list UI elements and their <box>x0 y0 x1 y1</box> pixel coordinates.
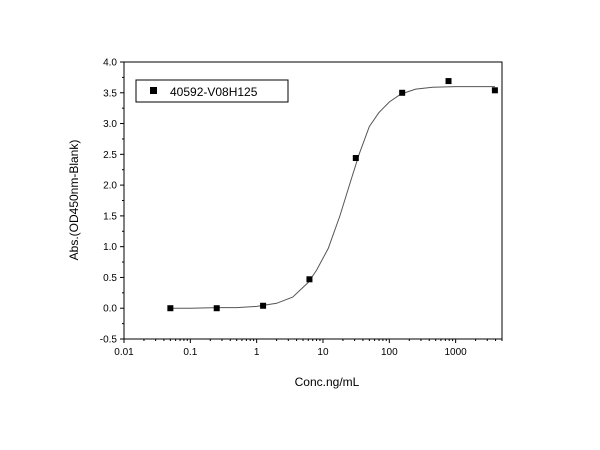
y-tick-label: 1.0 <box>103 242 117 253</box>
y-tick-label: 4.0 <box>103 58 117 69</box>
x-tick-label: 100 <box>381 347 398 358</box>
y-tick-label: 0.5 <box>103 273 117 284</box>
plot-frame <box>123 61 503 340</box>
y-tick-label: 2.0 <box>103 181 117 192</box>
data-point <box>306 276 313 283</box>
x-tick-label: 1 <box>254 347 260 358</box>
legend: 40592-V08H125 <box>135 79 289 103</box>
x-tick-label: 0.01 <box>114 347 134 358</box>
y-tick-label: -0.5 <box>100 335 118 346</box>
x-axis-title: Conc.ng/mL <box>295 375 360 389</box>
data-point <box>260 302 267 309</box>
x-tick-label: 10 <box>317 347 329 358</box>
data-point <box>213 305 220 312</box>
legend-box <box>135 79 289 103</box>
data-point <box>399 89 406 96</box>
y-tick-label: 0.0 <box>103 304 117 315</box>
x-tick-label: 1000 <box>445 347 468 358</box>
legend-marker-square <box>150 87 157 94</box>
fit-curve <box>170 86 495 309</box>
data-points-layer <box>167 78 498 312</box>
y-tick-label: 3.5 <box>103 88 117 99</box>
x-axis: 0.01 0.1 1 10 100 1000 <box>114 339 503 358</box>
data-point <box>445 78 452 85</box>
data-point <box>491 87 498 94</box>
x-tick-label: 0.1 <box>183 347 197 358</box>
y-tick-label: 1.5 <box>103 211 117 222</box>
y-tick-label: 3.0 <box>103 119 117 130</box>
data-point <box>352 155 359 162</box>
legend-label: 40592-V08H125 <box>170 85 258 99</box>
data-point <box>167 305 174 312</box>
y-tick-label: 2.5 <box>103 150 117 161</box>
y-axis-title: Abs.(OD450nm-Blank) <box>67 140 81 261</box>
plot-area: -0.5 0.0 0.5 1.0 1.5 2.0 2.5 3.0 3.5 4.0 0.01 0.1 1… <box>100 58 503 358</box>
y-axis: -0.5 0.0 0.5 1.0 1.5 2.0 2.5 3.0 3.5 4.0 <box>100 58 124 346</box>
fit-curve-layer <box>170 86 495 309</box>
